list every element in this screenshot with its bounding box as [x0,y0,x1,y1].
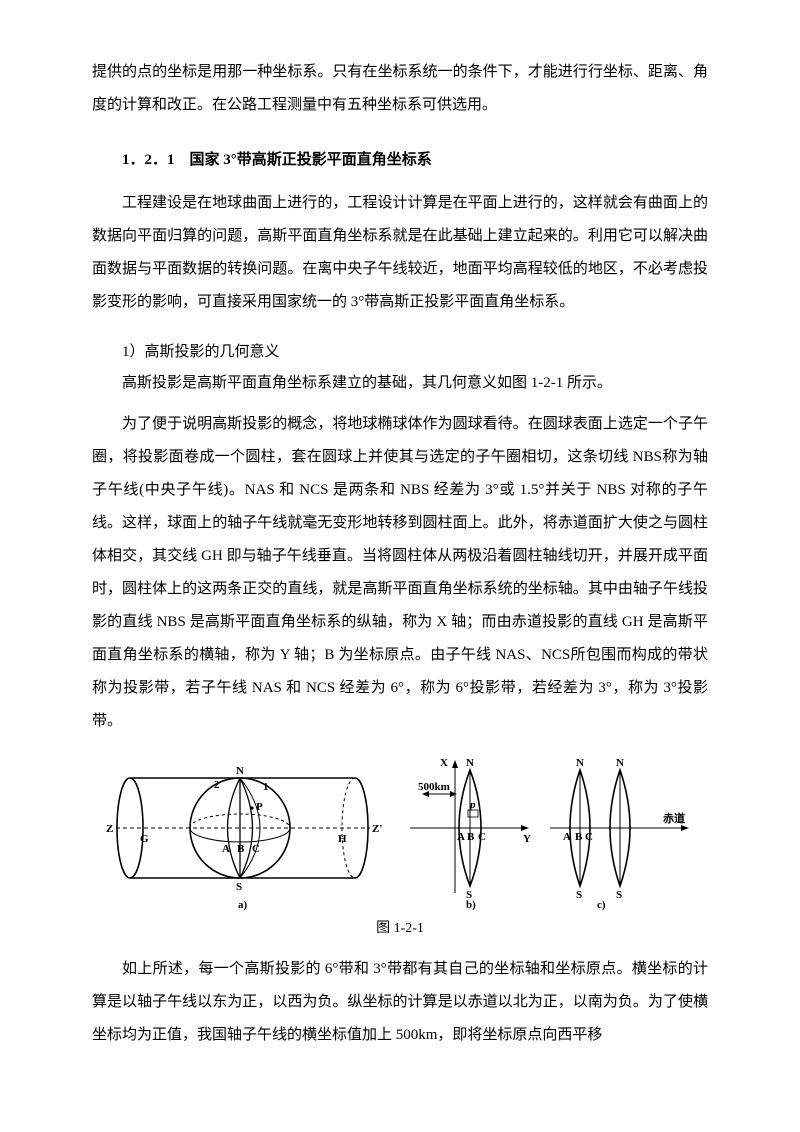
diagram-b: X Y N S 500km p A [410,757,531,911]
label-B-a: B [237,843,245,855]
figure-caption: 图 1-2-1 [92,917,708,937]
label-equator: 赤道 [663,811,685,825]
label-500km: 500km [418,781,450,793]
label-p: p [469,799,476,811]
label-A-a: A [222,843,230,855]
label-H: H [338,833,347,845]
label-A-c: A [563,831,571,843]
label-c: c) [597,899,606,911]
label-B-c: B [575,831,583,843]
label-S-c2: S [616,889,622,901]
label-1: 1 [263,781,269,793]
paragraph-5: 如上所述，每一个高斯投影的 6°带和 3°带都有其自己的坐标轴和坐标原点。横坐标… [92,953,708,1052]
label-Y: Y [523,833,531,845]
label-2: 2 [214,779,220,791]
gauss-projection-diagram: Z Z' G H N S A B C [100,748,700,913]
label-C-b: C [478,831,486,843]
label-N-a: N [236,765,244,777]
label-Z: Z [106,823,113,835]
paragraph-intro: 提供的点的坐标是用那一种坐标系。只有在坐标系统一的条件下，才能进行行坐标、距离、… [92,56,708,122]
paragraph-4: 为了便于说明高斯投影的概念，将地球椭球体作为圆球看待。在圆球表面上选定一个子午圈… [92,408,708,738]
diagram-c: 赤道 N S N S A B C c) [550,757,689,911]
paragraph-3: 高斯投影是高斯平面直角坐标系建立的基础，其几何意义如图 1-2-1 所示。 [92,367,708,400]
section-heading: 1．2．1 国家 3°带高斯正投影平面直角坐标系 [92,148,708,169]
label-X: X [440,757,448,769]
figure-1-2-1: Z Z' G H N S A B C [92,748,708,913]
label-G: G [140,833,149,845]
subheading-1: 1）高斯投影的几何意义 [92,337,708,367]
paragraph-2: 工程建设是在地球曲面上进行的，工程设计计算是在平面上进行的，这样就会有曲面上的数… [92,187,708,319]
label-Zp: Z' [372,823,382,835]
label-a: a) [238,899,248,911]
diagram-a: Z Z' G H N S A B C [106,765,382,911]
label-b: b) [466,899,476,911]
page-container: 提供的点的坐标是用那一种坐标系。只有在坐标系统一的条件下，才能进行行坐标、距离、… [0,0,800,1132]
label-A-b: A [457,831,465,843]
label-S-a: S [236,881,242,893]
label-N-c2: N [616,757,624,769]
label-B-b: B [467,831,475,843]
label-N-c1: N [576,757,584,769]
label-S-c1: S [576,889,582,901]
label-P-a: P [256,801,263,813]
label-N-b: N [466,757,474,769]
label-C-c: C [585,831,593,843]
label-C-a: C [252,843,260,855]
